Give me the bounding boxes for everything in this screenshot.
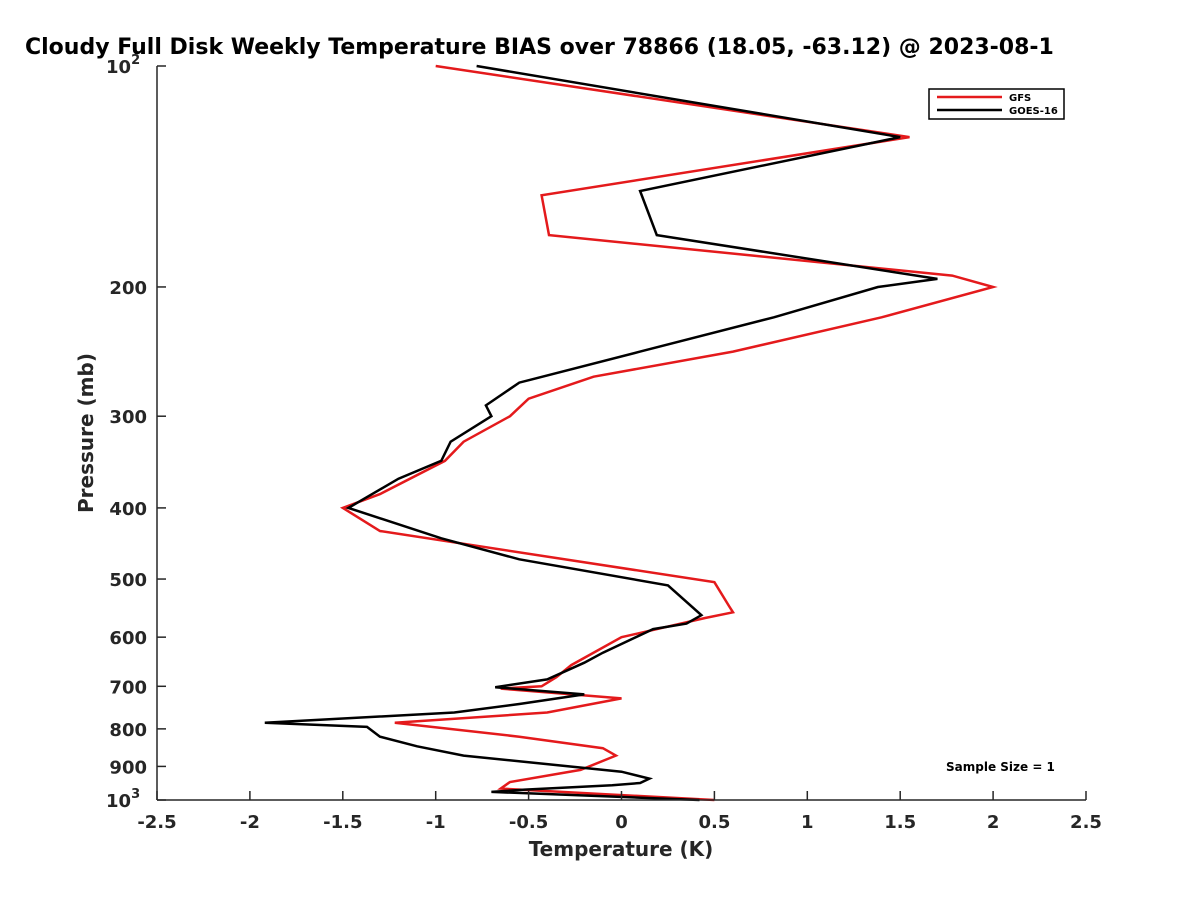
x-tick-label: 2.5 — [1070, 812, 1102, 833]
x-axis-label: Temperature (K) — [529, 837, 714, 861]
x-tick-label: 0 — [615, 812, 628, 833]
x-tick-label: 1.5 — [884, 812, 916, 833]
x-tick-label: -2.5 — [137, 812, 176, 833]
y-tick-label: 800 — [109, 720, 147, 741]
chart-title: Cloudy Full Disk Weekly Temperature BIAS… — [25, 35, 1054, 60]
legend-box — [928, 88, 1065, 120]
y-tick-label: 300 — [109, 407, 147, 428]
y-tick-label: 400 — [109, 499, 147, 520]
legend-label-goes16: GOES-16 — [1009, 106, 1058, 117]
x-tick-label: -0.5 — [509, 812, 548, 833]
y-tick-label: 600 — [109, 628, 147, 649]
x-tick-group: -2.5 -2 -1.5 -1 -0.5 0 0.5 1 1.5 2 2.5 — [137, 791, 1102, 833]
y-tick-label: 700 — [109, 677, 147, 698]
x-tick-label: -1 — [426, 812, 446, 833]
x-tick-label: 0.5 — [698, 812, 730, 833]
legend-label-gfs: GFS — [1009, 93, 1031, 104]
y-tick-label: 900 — [109, 757, 147, 778]
y-tick-label: 500 — [109, 570, 147, 591]
series-line-gfs — [339, 64, 998, 802]
x-tick-label: 1 — [801, 812, 814, 833]
y-axis-label: Pressure (mb) — [74, 353, 98, 513]
sample-size-annotation: Sample Size = 1 — [946, 760, 1055, 774]
legend: GFS GOES-16 — [928, 88, 1065, 120]
y-tick-label: 200 — [109, 278, 147, 299]
x-tick-label: -2 — [240, 812, 260, 833]
y-tick-label: 103 — [106, 787, 140, 812]
series-layer — [264, 64, 998, 802]
y-tick-label: 102 — [106, 53, 140, 78]
y-tick-group: 102 200 300 400 500 600 700 800 900 103 — [106, 53, 166, 812]
x-tick-label: -1.5 — [323, 812, 362, 833]
x-tick-label: 2 — [987, 812, 1000, 833]
series-line-goes16 — [264, 64, 938, 802]
